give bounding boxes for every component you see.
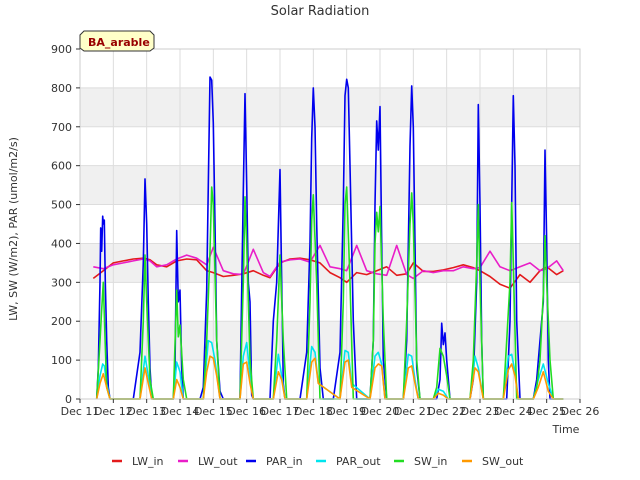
legend-label-par-out: PAR_out — [336, 455, 381, 468]
legend-label-sw-out: SW_out — [482, 455, 524, 468]
y-tick-label: 100 — [51, 354, 72, 367]
y-axis-ticks: 0 100 200 300 400 500 600 700 800 900 — [51, 43, 80, 406]
grid-lines — [79, 48, 581, 400]
x-tick-label: Dec 18 — [294, 405, 333, 418]
y-axis-label: LW, SW (W/m2), PAR (umol/m2/s) — [7, 137, 20, 321]
legend-label-par-in: PAR_in — [266, 455, 303, 468]
y-tick-label: 200 — [51, 315, 72, 328]
legend-label-sw-in: SW_in — [414, 455, 447, 468]
site-label-box: BA_arable — [79, 30, 155, 52]
x-tick-label: Dec 17 — [261, 405, 300, 418]
y-tick-label: 800 — [51, 82, 72, 95]
y-tick-label: 600 — [51, 160, 72, 173]
y-tick-label: 400 — [51, 237, 72, 250]
x-tick-label: Dec 12 — [94, 405, 133, 418]
y-tick-label: 300 — [51, 276, 72, 289]
x-tick-label: Dec 20 — [361, 405, 400, 418]
series-line-lw-out — [93, 244, 564, 280]
x-tick-label: Dec 25 — [527, 405, 566, 418]
x-tick-label: Dec 22 — [427, 405, 466, 418]
x-tick-label: Dec 24 — [494, 405, 533, 418]
x-tick-label: Dec 19 — [327, 405, 366, 418]
y-tick-label: 0 — [65, 393, 72, 406]
site-label: BA_arable — [88, 36, 150, 49]
plot-background — [80, 49, 580, 399]
x-tick-label: Dec 21 — [394, 405, 433, 418]
x-tick-label: Dec 14 — [161, 405, 200, 418]
site-label-background — [79, 30, 155, 52]
grid-band — [80, 321, 580, 361]
series-line-lw-in — [92, 257, 564, 290]
grid-band — [80, 165, 580, 205]
legend-label-lw-out: LW_out — [198, 455, 238, 468]
y-tick-label: 900 — [51, 43, 72, 56]
x-tick-label: Dec 23 — [461, 405, 500, 418]
y-tick-label: 500 — [51, 199, 72, 212]
x-axis-label: Time — [552, 423, 580, 436]
x-tick-label: Dec 11 — [61, 405, 100, 418]
x-tick-label: Dec 15 — [194, 405, 233, 418]
x-tick-label: Dec 16 — [227, 405, 266, 418]
legend-label-lw-in: LW_in — [132, 455, 164, 468]
x-tick-label: Dec 13 — [127, 405, 166, 418]
legend: LW_in LW_out PAR_in PAR_out SW_in SW_out — [112, 455, 524, 468]
x-tick-label: Dec 26 — [561, 405, 600, 418]
grid-band — [80, 87, 580, 127]
chart-title: Solar Radiation — [271, 4, 370, 19]
plot-frame — [79, 48, 581, 400]
y-tick-label: 700 — [51, 121, 72, 134]
